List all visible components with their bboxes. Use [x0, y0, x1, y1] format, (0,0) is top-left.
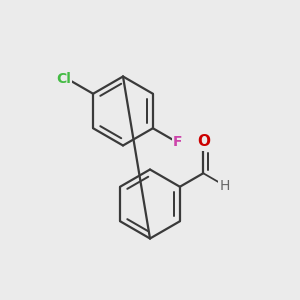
Text: O: O	[197, 134, 210, 149]
Text: Cl: Cl	[56, 72, 71, 86]
Text: H: H	[220, 179, 230, 193]
Text: F: F	[173, 135, 182, 149]
